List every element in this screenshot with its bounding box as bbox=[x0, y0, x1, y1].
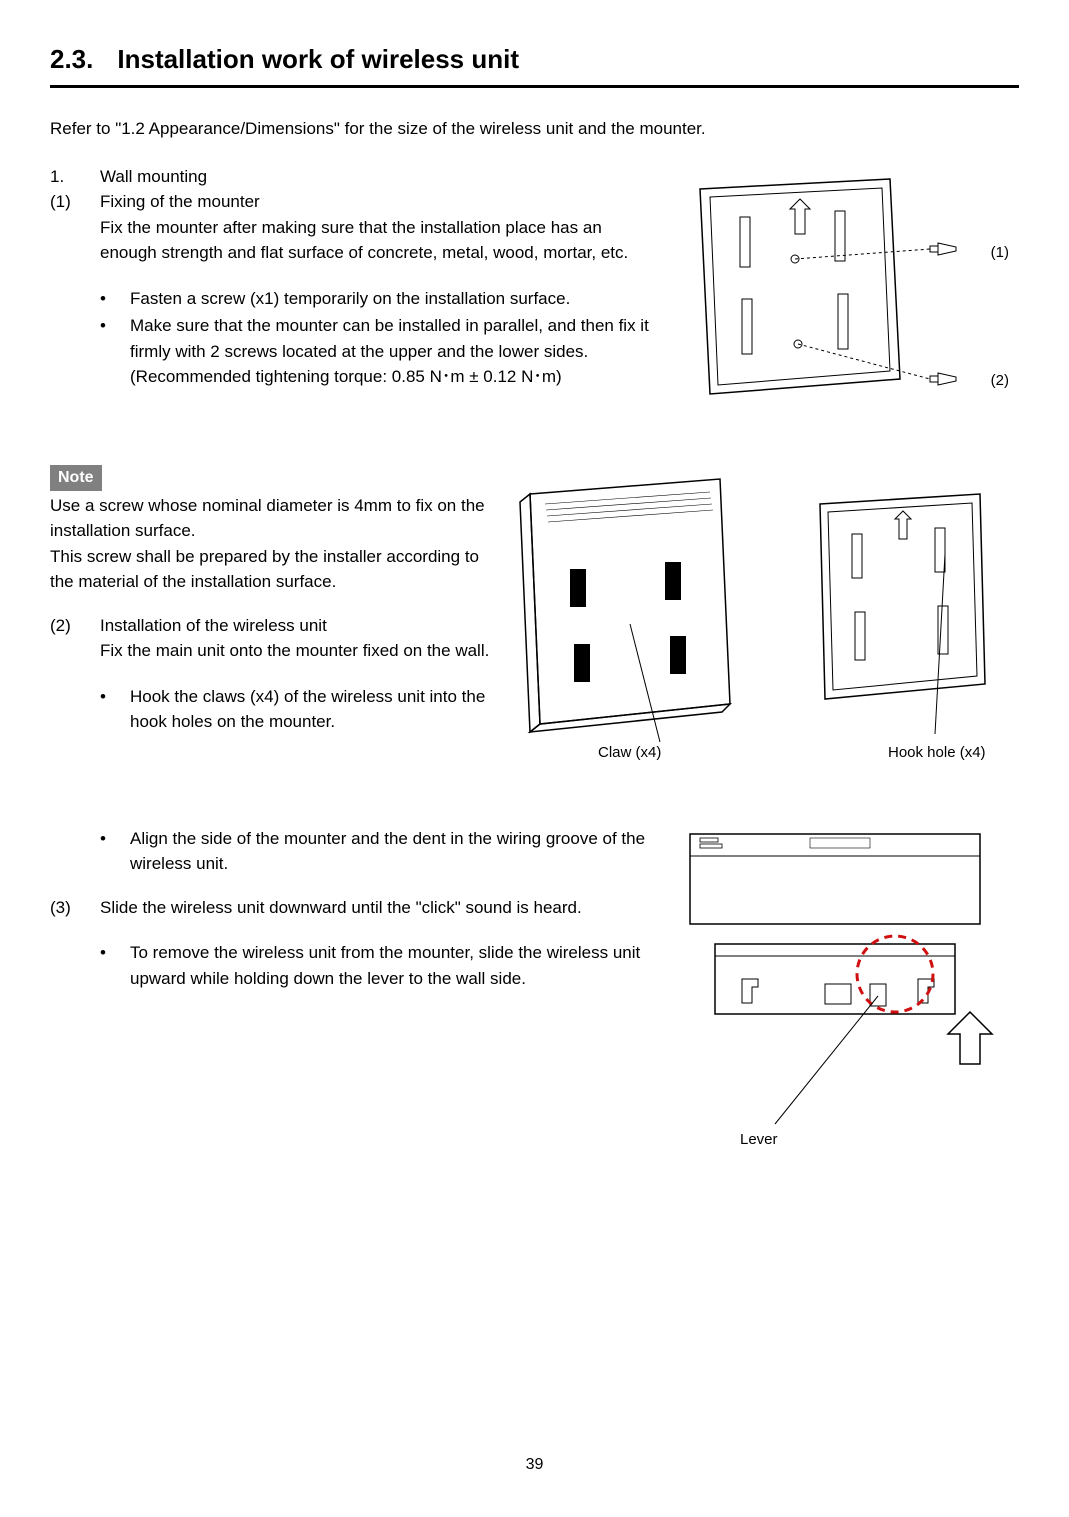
fig3-label-lever: Lever bbox=[740, 1129, 778, 1152]
sub-2-label: Installation of the wireless unit bbox=[100, 613, 490, 639]
item-1-label: Wall mounting bbox=[100, 164, 650, 190]
lever-svg bbox=[660, 824, 1020, 1154]
bullet-1b: • Make sure that the mounter can be inst… bbox=[50, 313, 650, 390]
sub-2-desc: Fix the main unit onto the mounter fixed… bbox=[50, 638, 490, 664]
fig2-label-hook: Hook hole (x4) bbox=[888, 742, 986, 765]
fig2-label-claw: Claw (x4) bbox=[598, 742, 661, 765]
block2-text: Note Use a screw whose nominal diameter … bbox=[50, 464, 490, 764]
note-line2: This screw shall be prepared by the inst… bbox=[50, 544, 490, 595]
figure-lever: Lever bbox=[660, 824, 1020, 1154]
page-number: 39 bbox=[0, 1453, 1069, 1477]
claw-hook-svg bbox=[490, 464, 1010, 764]
sub-3-num: (3) bbox=[50, 895, 100, 921]
bullet-1b-text: Make sure that the mounter can be instal… bbox=[130, 313, 650, 390]
sub-1-desc: Fix the mounter after making sure that t… bbox=[50, 215, 650, 266]
bullet-2a: • Hook the claws (x4) of the wireless un… bbox=[50, 684, 490, 735]
figure-mounter-plate: (1) (2) bbox=[650, 164, 1019, 424]
sub-1: (1) Fixing of the mounter bbox=[50, 189, 650, 215]
note-badge: Note bbox=[50, 465, 102, 491]
bullet-mark: • bbox=[100, 940, 130, 991]
fig1-callout-2: (2) bbox=[991, 370, 1009, 393]
bullet-mark: • bbox=[100, 313, 130, 390]
section-title-text: Installation work of wireless unit bbox=[117, 44, 519, 74]
block1-text: 1. Wall mounting (1) Fixing of the mount… bbox=[50, 164, 650, 424]
bullet-2a-text: Hook the claws (x4) of the wireless unit… bbox=[130, 684, 490, 735]
note-line1: Use a screw whose nominal diameter is 4m… bbox=[50, 493, 490, 544]
section-number: 2.3. bbox=[50, 44, 93, 74]
bullet-mark: • bbox=[100, 684, 130, 735]
sub-3-label: Slide the wireless unit downward until t… bbox=[100, 895, 660, 921]
section-heading: 2.3. Installation work of wireless unit bbox=[50, 40, 1019, 88]
note-section: Note Use a screw whose nominal diameter … bbox=[50, 464, 1019, 764]
figure-claw-hook: Claw (x4) Hook hole (x4) bbox=[490, 464, 1019, 764]
block3-text: • Align the side of the mounter and the … bbox=[50, 824, 660, 1154]
intro-text: Refer to "1.2 Appearance/Dimensions" for… bbox=[50, 116, 1019, 142]
bullet-4a-text: To remove the wireless unit from the mou… bbox=[130, 940, 660, 991]
sub-1-num: (1) bbox=[50, 189, 100, 215]
sub-1-label: Fixing of the mounter bbox=[100, 189, 650, 215]
sub-3: (3) Slide the wireless unit downward unt… bbox=[50, 895, 660, 921]
bullet-3a: • Align the side of the mounter and the … bbox=[50, 826, 660, 877]
bullet-mark: • bbox=[100, 286, 130, 312]
sub-2: (2) Installation of the wireless unit bbox=[50, 613, 490, 639]
bullet-1a-text: Fasten a screw (x1) temporarily on the i… bbox=[130, 286, 650, 312]
block-mounting: 1. Wall mounting (1) Fixing of the mount… bbox=[50, 164, 1019, 424]
fig1-callout-1: (1) bbox=[991, 242, 1009, 265]
item-1: 1. Wall mounting bbox=[50, 164, 650, 190]
item-1-num: 1. bbox=[50, 164, 100, 190]
block-slide: • Align the side of the mounter and the … bbox=[50, 824, 1019, 1154]
bullet-1a: • Fasten a screw (x1) temporarily on the… bbox=[50, 286, 650, 312]
mounter-plate-svg bbox=[650, 164, 980, 424]
bullet-3a-text: Align the side of the mounter and the de… bbox=[130, 826, 660, 877]
sub-2-num: (2) bbox=[50, 613, 100, 639]
bullet-4a: • To remove the wireless unit from the m… bbox=[50, 940, 660, 991]
bullet-mark: • bbox=[100, 826, 130, 877]
